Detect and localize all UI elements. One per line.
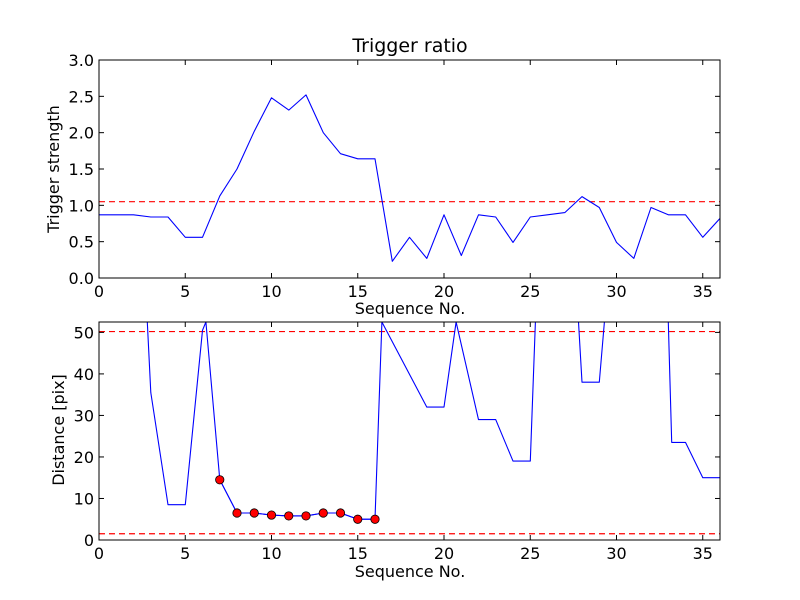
- x-tick-label: 35: [693, 282, 713, 301]
- series-line: [146, 322, 720, 520]
- plot-marks: [99, 322, 720, 535]
- x-tick-label: 0: [94, 544, 104, 563]
- y-tick-label: 40: [74, 365, 94, 384]
- x-tick-label: 30: [606, 544, 626, 563]
- x-tick-label: 5: [180, 544, 190, 563]
- plot-area: [99, 322, 720, 535]
- x-tick-label: 15: [348, 544, 368, 563]
- axis-ticks: 0 5 10 15 20 25 30 35 0 10 20 30 40 50: [74, 322, 720, 563]
- x-tick-label: 10: [261, 544, 281, 563]
- y-tick-label: 1.0: [69, 196, 94, 215]
- y-tick-label: 50: [74, 323, 94, 342]
- plot-marks: [99, 94, 720, 262]
- y-tick-label: 20: [74, 448, 94, 467]
- plot-frame: [98, 59, 721, 279]
- y-tick-label: 0.0: [69, 269, 94, 288]
- x-tick-label: 15: [348, 282, 368, 301]
- y-tick-label: 1.5: [69, 160, 94, 179]
- data-point: [318, 508, 328, 518]
- x-tick-label: 5: [180, 282, 190, 301]
- y-tick-label: 2.5: [69, 87, 94, 106]
- chart-title: Trigger ratio: [351, 35, 467, 57]
- y-axis-label: Distance [pix]: [49, 374, 68, 486]
- distance-chart: 0 5 10 15 20 25 30 35 0 10 20 30 40 50 Sequence No. D…: [49, 321, 721, 581]
- trigger-ratio-chart: Trigger ratio 0 5 10 15 20 25 30 35 0.0 0.5 1.0 1.5…: [44, 35, 721, 318]
- x-axis-label: Sequence No.: [355, 299, 466, 318]
- axis-ticks: 0 5 10 15 20 25 30 35 0.0 0.5 1.0 1.5 2.0 2.5 3.0: [69, 51, 720, 301]
- x-tick-label: 20: [434, 544, 454, 563]
- data-point: [353, 514, 363, 524]
- series-line: [99, 94, 720, 262]
- x-tick-label: 35: [693, 544, 713, 563]
- data-point: [249, 508, 259, 518]
- plot-area: [99, 94, 720, 262]
- y-tick-label: 0: [84, 531, 94, 550]
- y-tick-label: 30: [74, 406, 94, 425]
- y-tick-label: 2.0: [69, 124, 94, 143]
- data-point: [232, 508, 242, 518]
- x-tick-label: 30: [606, 282, 626, 301]
- data-point: [284, 511, 294, 521]
- x-axis-label: Sequence No.: [355, 562, 466, 581]
- x-tick-label: 0: [94, 282, 104, 301]
- plot-frame: [98, 321, 721, 541]
- y-axis-label: Trigger strength: [44, 105, 63, 234]
- x-tick-label: 10: [261, 282, 281, 301]
- marker-connector-line: [219, 479, 375, 520]
- y-tick-label: 0.5: [69, 233, 94, 252]
- data-point: [335, 508, 346, 518]
- data-point: [266, 510, 277, 520]
- x-tick-label: 20: [434, 282, 454, 301]
- data-point: [301, 511, 311, 521]
- data-point: [215, 475, 225, 485]
- y-tick-label: 3.0: [69, 51, 94, 70]
- data-point: [370, 514, 380, 524]
- y-tick-label: 10: [74, 489, 94, 508]
- x-tick-label: 25: [520, 282, 540, 301]
- x-tick-label: 25: [520, 544, 540, 563]
